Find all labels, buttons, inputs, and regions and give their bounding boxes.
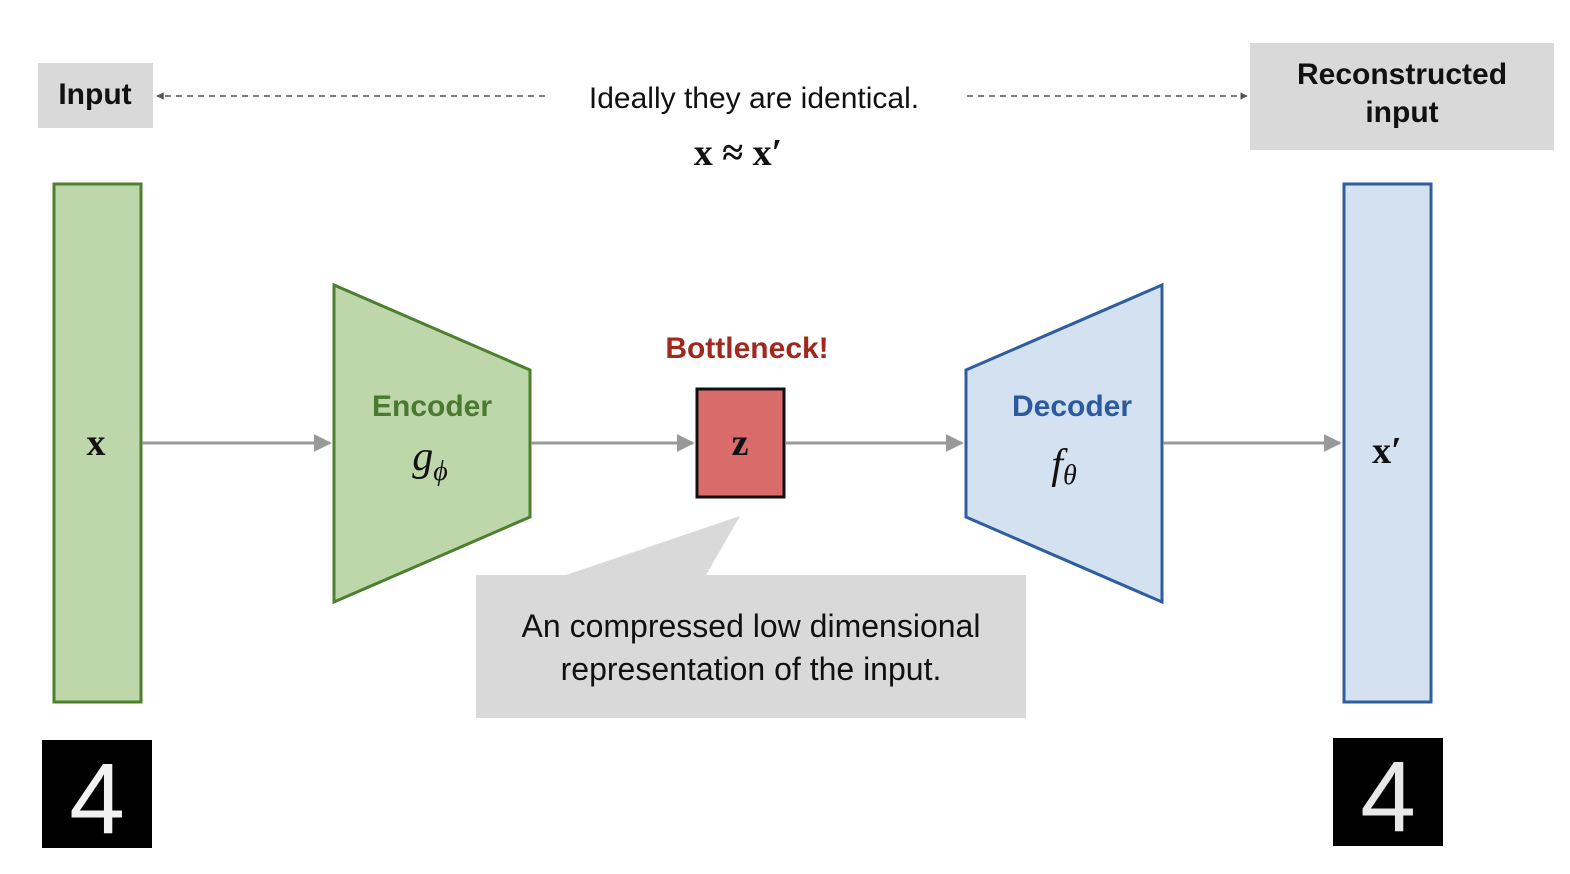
- input-bar: [52, 182, 143, 704]
- identity-formula: x ≈ x′: [694, 132, 783, 174]
- input-symbol: x: [87, 422, 106, 464]
- bottleneck-box: [695, 387, 786, 499]
- encoder-title: Encoder: [372, 390, 492, 423]
- decoder-shape: [964, 282, 1164, 605]
- callout-bubble: [476, 516, 1026, 718]
- bottleneck-symbol: z: [732, 422, 749, 464]
- output-digit: 4: [1360, 741, 1416, 853]
- reconstructed-label-line2: input: [1365, 96, 1438, 129]
- decoder-title: Decoder: [1012, 390, 1132, 423]
- encoder-func-sub: ϕ: [433, 456, 448, 487]
- decoder-func-sub: θ: [1063, 460, 1077, 491]
- output-digit-image: [1333, 738, 1443, 846]
- input-label-box: [38, 63, 153, 128]
- output-bar: [1342, 182, 1433, 704]
- encoder-func-base: g: [412, 434, 433, 480]
- output-symbol: x′: [1372, 430, 1402, 472]
- bottleneck-title: Bottleneck!: [665, 332, 828, 365]
- input-digit: 4: [69, 743, 125, 855]
- callout-line2: representation of the input.: [561, 651, 942, 687]
- input-label: Input: [58, 78, 131, 111]
- encoder-function: gϕ: [412, 434, 448, 487]
- input-digit-image: [42, 740, 152, 848]
- encoder-shape: [332, 282, 532, 605]
- identity-caption: Ideally they are identical.: [589, 82, 919, 115]
- reconstructed-label-line1: Reconstructed: [1297, 58, 1507, 91]
- callout-line1: An compressed low dimensional: [522, 608, 981, 644]
- reconstructed-label-box: [1250, 43, 1554, 150]
